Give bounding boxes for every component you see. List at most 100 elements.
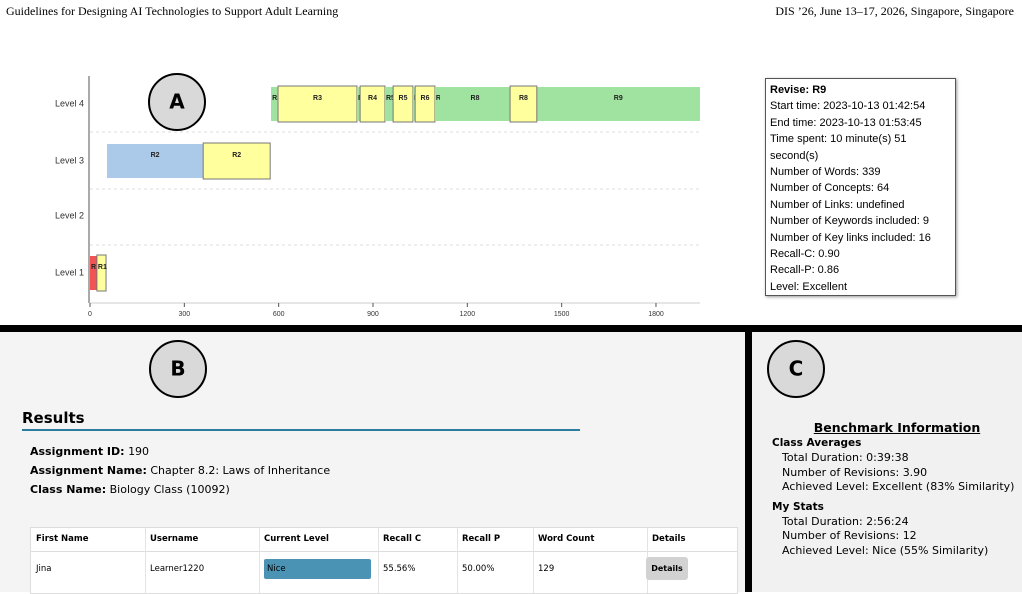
segment[interactable]	[384, 87, 394, 121]
segment-label: R5	[399, 95, 408, 102]
row-label: Level 1	[55, 267, 84, 277]
stat-line: Total Duration: 2:56:24	[782, 514, 909, 528]
stat-line: Number of Revisions: 12	[782, 529, 917, 542]
field-label: Assignment Name:	[30, 464, 147, 477]
segment-label: R3	[313, 95, 322, 102]
col-rule	[457, 528, 458, 593]
table-header: Recall P	[462, 534, 501, 544]
field: Assignment ID: 190	[30, 445, 149, 458]
segment[interactable]	[434, 87, 440, 121]
col-rule	[533, 528, 534, 593]
col-rule	[259, 528, 260, 593]
segment[interactable]	[509, 85, 538, 123]
x-tick-label: 300	[178, 311, 190, 318]
tooltip-line: End time: 2023-10-13 01:53:45	[770, 116, 922, 129]
row-rule	[31, 551, 737, 552]
tooltip-line: Time spent: 10 minute(s) 51	[770, 133, 907, 146]
table-header: Username	[150, 534, 199, 544]
tooltip: Revise: R9 Start time: 2023-10-13 01:42:…	[765, 78, 956, 296]
col-rule	[145, 528, 146, 593]
running-header: Guidelines for Designing AI Technologies…	[6, 4, 339, 18]
field: Assignment Name: Chapter 8.2: Laws of In…	[30, 464, 330, 477]
tooltip-line: Number of Words: 339	[770, 166, 881, 179]
segment-label: R1	[91, 264, 100, 271]
title-underline	[22, 429, 580, 431]
x-tick-label: 1800	[648, 311, 664, 318]
segment-label: R2	[232, 152, 241, 159]
segment[interactable]	[277, 85, 358, 123]
tooltip-line: Number of Links: undefined	[770, 198, 905, 211]
benchmark-title: Benchmark Information	[813, 420, 981, 435]
table-header: First Name	[36, 534, 89, 544]
field-label: Class Name:	[30, 483, 107, 496]
stat-line: Achieved Level: Excellent (83% Similarit…	[782, 480, 1015, 493]
field-label: Assignment ID:	[30, 445, 125, 458]
divider	[0, 325, 1022, 332]
table-cell: 129	[538, 564, 555, 574]
segment-label: R6	[421, 95, 430, 102]
tooltip-title: Revise: R9	[770, 84, 827, 96]
table-header: Details	[652, 534, 686, 544]
running-header: DIS ’26, June 13–17, 2026, Singapore, Si…	[775, 4, 1014, 18]
details-button[interactable]: Details	[646, 557, 688, 580]
x-tick-label: 900	[367, 311, 379, 318]
divider	[745, 332, 752, 592]
segment[interactable]	[414, 85, 436, 123]
col-rule	[378, 528, 379, 593]
segment[interactable]	[106, 144, 204, 178]
segment[interactable]	[412, 87, 416, 121]
table-cell: 50.00%	[462, 564, 495, 574]
segment-label: R3	[272, 95, 281, 102]
timeline-chart: 0 300 600 900 1200 1500 1800 Level 4 R9 R3 R3 R R4 R5…	[55, 73, 700, 318]
segment[interactable]	[356, 87, 361, 121]
table-cell: 55.56%	[383, 564, 416, 574]
tooltip-line: Recall-C: 0.90	[770, 248, 840, 261]
tooltip-line: Level: Excellent	[770, 280, 848, 293]
segment-label: R4	[368, 95, 377, 102]
x-tick-label: 600	[273, 311, 285, 318]
segment-label: R9	[614, 95, 623, 102]
tooltip-line: Number of Concepts: 64	[770, 182, 890, 195]
field: Class Name: Biology Class (10092)	[30, 483, 230, 496]
row-label: Level 3	[55, 155, 84, 165]
tooltip-line: Recall-P: 0.86	[770, 264, 840, 277]
segment-label: R	[436, 95, 441, 102]
results-table: First Name Username Current Level Recall C R…	[30, 527, 738, 594]
segment-label: R8	[519, 95, 528, 102]
field-value: Chapter 8.2: Laws of Inheritance	[150, 464, 331, 477]
table-header: Recall C	[383, 534, 422, 544]
row-label: Level 2	[55, 210, 84, 220]
table-header: Word Count	[538, 534, 595, 544]
x-tick-label: 1200	[460, 311, 476, 318]
stat-line: Achieved Level: Nice (55% Similarity)	[782, 543, 989, 557]
segment-label: R1	[98, 264, 107, 271]
segment[interactable]	[359, 85, 386, 123]
field-value: 190	[128, 445, 150, 458]
segment-label: R8	[471, 95, 480, 102]
level-bar: Nice	[264, 559, 371, 579]
segment[interactable]	[271, 87, 279, 121]
stat-line: Number of Revisions: 3.90	[782, 465, 928, 479]
row-label: Level 4	[55, 98, 84, 108]
tooltip-line: second(s)	[770, 149, 819, 162]
results-title: Results	[22, 409, 85, 427]
panel-label: A	[169, 90, 185, 114]
tooltip-line: Number of Keywords included: 9	[770, 215, 929, 228]
tooltip-line: Number of Key links included: 16	[770, 231, 931, 244]
tooltip-line: Start time: 2023-10-13 01:42:54	[770, 100, 926, 113]
group-title: Class Averages	[772, 437, 862, 449]
segment[interactable]	[439, 87, 511, 121]
segment[interactable]	[392, 85, 414, 123]
segment[interactable]	[90, 256, 97, 290]
segment[interactable]	[202, 142, 271, 180]
stat-line: Total Duration: 0:39:38	[782, 451, 909, 464]
x-tick-label: 1500	[554, 311, 570, 318]
x-tick-label: 0	[88, 311, 92, 318]
segment[interactable]	[96, 254, 107, 292]
table-header: Current Level	[264, 534, 329, 544]
segment-label: R2	[151, 152, 160, 159]
table-cell: Jina	[36, 564, 52, 574]
segment-label: R5	[386, 95, 395, 102]
table-cell: Learner1220	[150, 564, 205, 574]
